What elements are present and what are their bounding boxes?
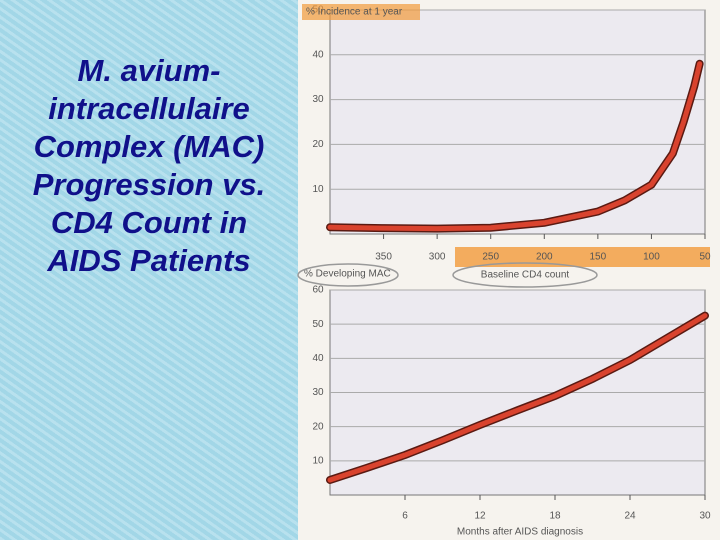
x-tick-label: 100	[643, 252, 660, 263]
label-circle	[452, 262, 598, 288]
x-tick-label: 18	[549, 511, 561, 522]
slide-title: M. avium-intracellulaire Complex (MAC) Pro…	[8, 52, 290, 280]
x-tick-label: 24	[624, 511, 636, 522]
line	[327, 313, 708, 483]
y-tick-label: 40	[312, 353, 324, 364]
y-tick-label: 50	[312, 319, 324, 330]
title-line: Complex (MAC)	[33, 129, 265, 164]
y-tick-label: 30	[312, 387, 324, 398]
x-tick-label: 350	[375, 252, 392, 263]
x-axis-band	[455, 247, 710, 267]
line	[327, 61, 703, 232]
y-tick-label: 20	[312, 421, 324, 432]
y-tick-label: 10	[312, 455, 324, 466]
x-axis-label: Baseline CD4 count	[481, 270, 570, 281]
title-line: AIDS Patients	[47, 243, 251, 278]
title-line: M. avium-	[77, 53, 221, 88]
y-axis-label: % Developing MAC	[304, 269, 391, 280]
title-line: intracellulaire	[48, 91, 250, 126]
x-tick-label: 30	[699, 511, 711, 522]
y-tick-label: 30	[312, 94, 324, 105]
x-tick-label: 300	[429, 252, 446, 263]
title-line: CD4 Count in	[50, 205, 248, 240]
y-tick-label: 40	[312, 49, 324, 60]
y-axis-label: % Incidence at 1 year	[306, 7, 403, 18]
x-tick-label: 6	[402, 511, 408, 522]
x-tick-label: 12	[474, 511, 486, 522]
y-tick-label: 20	[312, 139, 324, 150]
label-highlight	[302, 4, 420, 20]
plot-area	[329, 9, 706, 235]
x-tick-label: 200	[536, 252, 553, 263]
x-axis-label: Months after AIDS diagnosis	[457, 527, 583, 538]
title-line: Progression vs.	[32, 167, 266, 202]
x-tick-label: 250	[482, 252, 499, 263]
y-tick-label: 60	[312, 285, 324, 296]
x-tick-label: 150	[590, 252, 607, 263]
y-tick-label: 10	[312, 184, 324, 195]
x-tick-label: 50	[699, 252, 711, 263]
label-circle	[297, 263, 399, 287]
